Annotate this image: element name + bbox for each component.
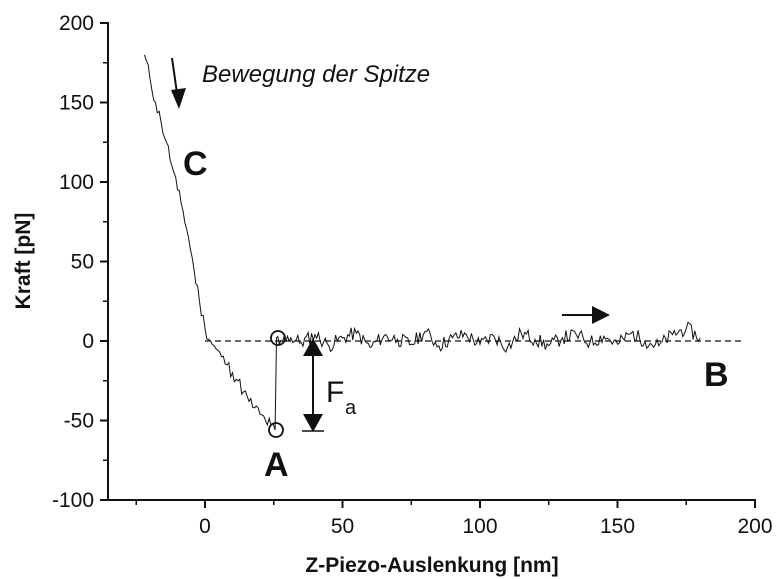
x-tick-label: 150 [600,515,635,538]
force-label: F [326,376,344,409]
x-axis-title: Z-Piezo-Auslenkung [nm] [305,554,558,577]
tip-motion-label: Bewegung der Spitze [202,61,430,88]
point-label-a: A [264,446,289,484]
y-tick-label: -50 [64,410,94,433]
x-ticks: 0 50 100 150 200 [199,500,773,538]
force-arrow [302,338,324,432]
direction-arrow [562,306,610,324]
point-label-b: B [704,356,729,394]
point-label-c: C [183,145,208,183]
y-ticks: -100 -50 0 50 100 150 200 [52,12,108,512]
y-tick-label: -100 [52,489,94,512]
snap-circle [270,330,286,346]
x-tick-label: 50 [331,515,354,538]
y-tick-label: 50 [71,251,94,274]
y-tick-label: 100 [59,171,94,194]
force-curve-line [144,54,701,431]
x-tick-label: 200 [737,515,772,538]
point-a-circle [268,422,284,438]
tip-motion-arrow [171,57,186,109]
force-label-subscript: a [345,397,357,419]
y-tick-label: 150 [59,92,94,115]
y-tick-label: 0 [82,330,94,353]
y-axis-title: Kraft [pN] [12,213,35,310]
y-tick-label: 200 [59,12,94,35]
x-tick-label: 100 [462,515,497,538]
x-tick-label: 0 [199,515,211,538]
